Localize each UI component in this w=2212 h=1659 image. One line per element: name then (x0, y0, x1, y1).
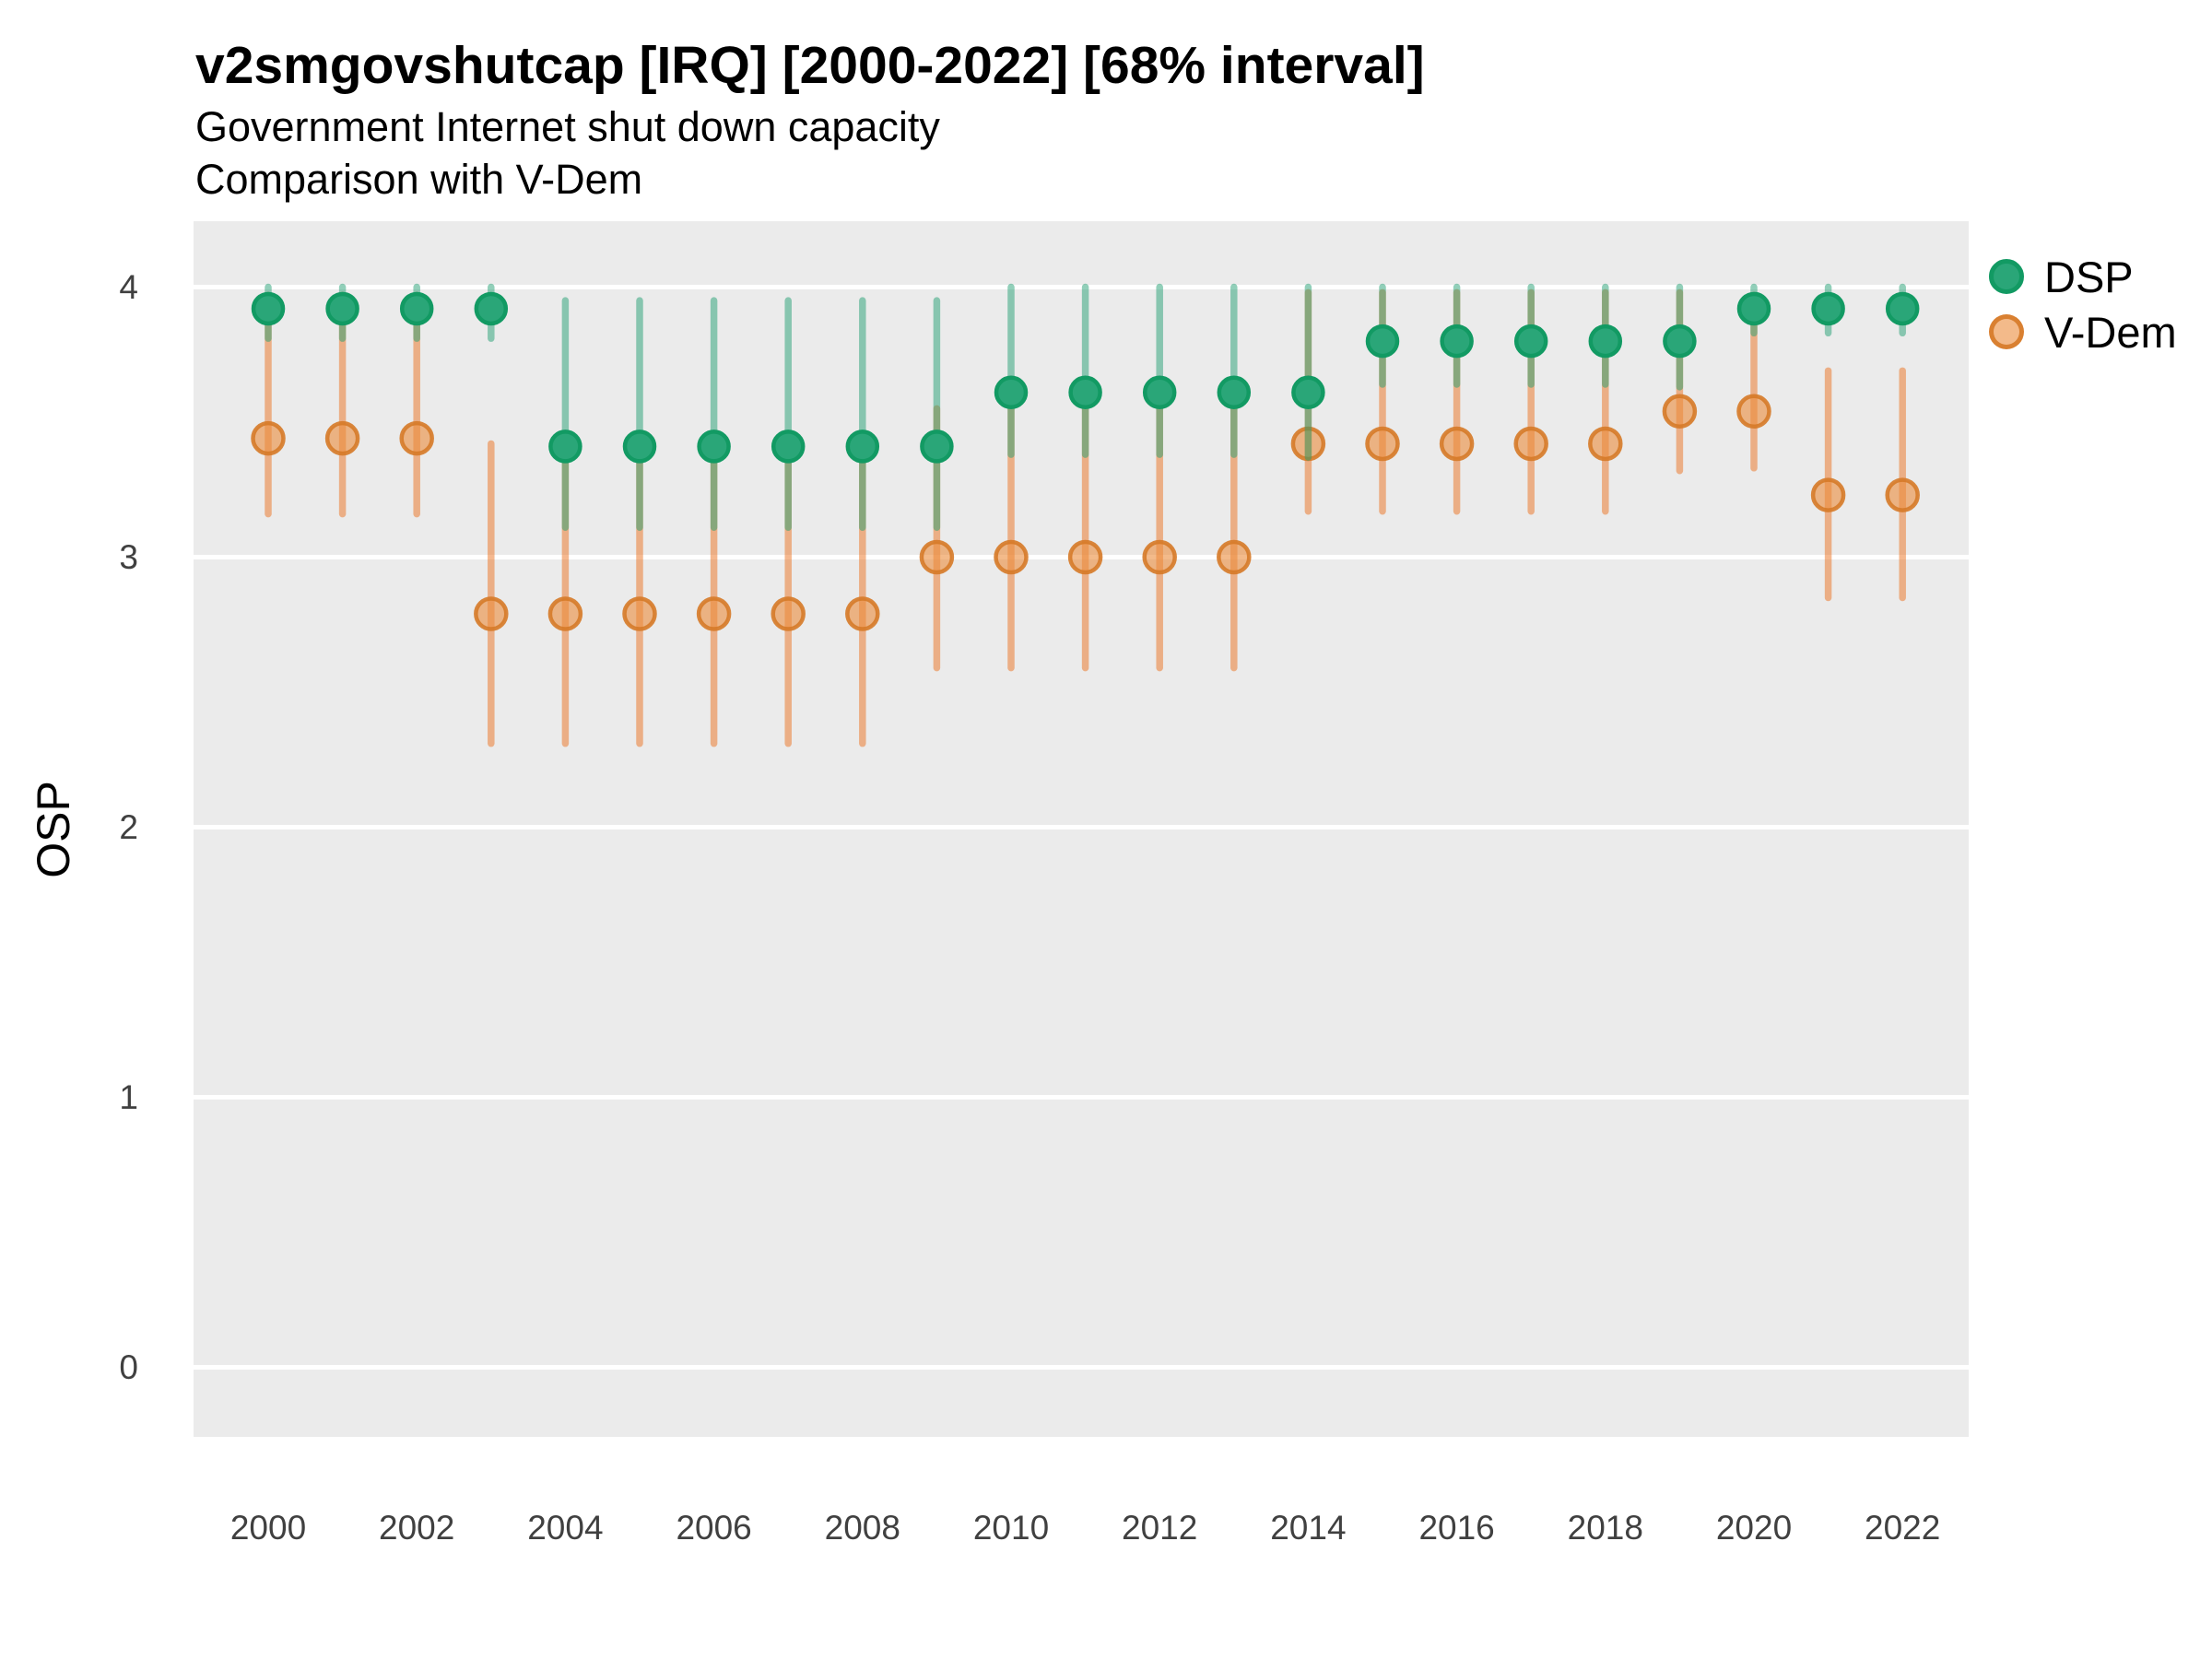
dsp-point-2013 (1217, 375, 1252, 410)
x-tick-label-2018: 2018 (1567, 1509, 1643, 1547)
vdem-point-2020 (1736, 394, 1771, 429)
x-tick-label-2008: 2008 (824, 1509, 900, 1547)
x-tick-label-2022: 2022 (1865, 1509, 1941, 1547)
vdem-point-2013 (1217, 539, 1252, 575)
vdem-point-2003 (474, 596, 509, 631)
vdem-legend-dot-icon (1989, 314, 2024, 349)
dsp-point-2015 (1365, 324, 1400, 359)
y-tick-label-1: 1 (119, 1077, 138, 1116)
dsp-point-2018 (1588, 324, 1623, 359)
vdem-point-2008 (845, 596, 880, 631)
legend-item-vdem: V-Dem (1989, 304, 2177, 359)
dsp-point-2005 (622, 429, 657, 464)
x-tick-label-2004: 2004 (527, 1509, 604, 1547)
legend-label-vdem: V-Dem (2044, 307, 2177, 357)
vdem-point-2005 (622, 596, 657, 631)
dsp-point-2016 (1440, 324, 1474, 359)
dsp-point-2021 (1811, 291, 1845, 326)
dsp-point-2012 (1142, 375, 1177, 410)
chart-title: v2smgovshutcap [IRQ] [2000-2022] [68% in… (195, 36, 1425, 95)
dsp-point-2004 (548, 429, 582, 464)
dsp-point-2022 (1885, 291, 1920, 326)
y-tick-label-2: 2 (119, 807, 138, 846)
legend-item-dsp: DSP (1989, 249, 2177, 304)
vdem-point-2006 (696, 596, 732, 631)
dsp-point-2019 (1663, 324, 1697, 359)
y-tick-label-4: 4 (119, 267, 138, 306)
dsp-point-2001 (325, 291, 359, 326)
x-tick-label-2016: 2016 (1418, 1509, 1495, 1547)
dsp-point-2008 (845, 429, 880, 464)
dsp-legend-dot-icon (1989, 259, 2024, 294)
vdem-point-2021 (1810, 477, 1846, 512)
vdem-point-2010 (994, 539, 1029, 575)
vdem-point-2015 (1365, 426, 1400, 462)
dsp-point-2006 (697, 429, 731, 464)
x-tick-label-2014: 2014 (1270, 1509, 1347, 1547)
vdem-point-2012 (1142, 539, 1177, 575)
x-tick-label-2000: 2000 (229, 1509, 307, 1547)
dsp-point-2000 (251, 291, 286, 326)
vdem-point-2000 (251, 420, 286, 456)
y-tick-label-3: 3 (119, 537, 138, 576)
legend-label-dsp: DSP (2044, 252, 2134, 301)
chart-subtitle-line2: Comparison with V-Dem (195, 156, 643, 203)
x-tick-label-2010: 2010 (972, 1509, 1050, 1547)
vdem-point-2022 (1885, 477, 1920, 512)
vdem-point-2002 (399, 420, 434, 456)
dsp-point-2010 (994, 375, 1029, 410)
vdem-point-2009 (919, 539, 955, 575)
vdem-point-2018 (1588, 426, 1623, 462)
x-tick-label-2006: 2006 (676, 1509, 752, 1547)
dsp-point-2009 (920, 429, 954, 464)
y-tick-label-0: 0 (119, 1347, 138, 1386)
chart-subtitle-line1: Government Internet shut down capacity (195, 103, 940, 150)
vdem-point-2004 (547, 596, 583, 631)
dsp-point-2011 (1068, 375, 1102, 410)
x-tick-label-2020: 2020 (1715, 1509, 1793, 1547)
dsp-point-2007 (771, 429, 806, 464)
dsp-point-2017 (1513, 324, 1548, 359)
x-tick-label-2002: 2002 (379, 1509, 455, 1547)
legend: DSP V-Dem (1989, 249, 2177, 359)
dsp-point-2003 (474, 291, 509, 326)
dsp-point-2014 (1291, 375, 1325, 410)
vdem-point-2001 (324, 420, 360, 456)
dsp-point-2020 (1736, 291, 1771, 326)
vdem-point-2019 (1662, 394, 1698, 429)
vdem-point-2011 (1067, 539, 1103, 575)
x-tick-label-2012: 2012 (1122, 1509, 1198, 1547)
vdem-point-2016 (1439, 426, 1475, 462)
vdem-point-2007 (771, 596, 806, 631)
dsp-point-2002 (399, 291, 434, 326)
vdem-point-2017 (1513, 426, 1548, 462)
